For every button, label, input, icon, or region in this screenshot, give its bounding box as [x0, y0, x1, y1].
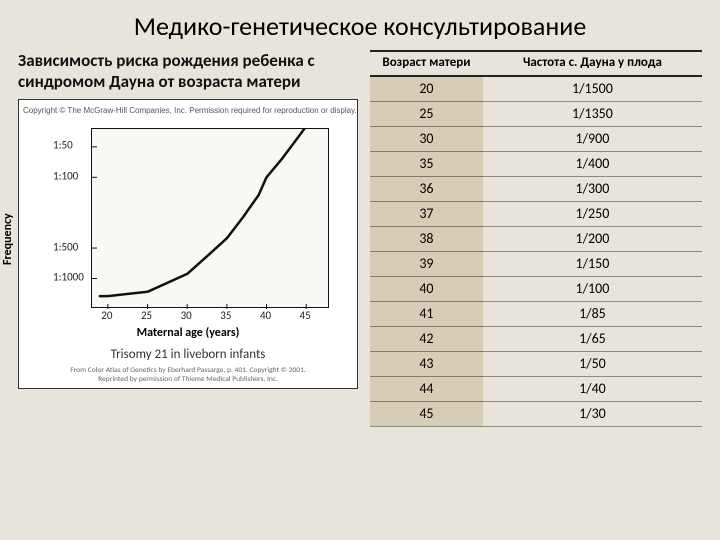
x-axis-label: Maternal age (years) — [19, 326, 357, 340]
table-row: 361/300 — [370, 176, 702, 201]
x-tick-label: 40 — [260, 309, 271, 322]
slide: Медико-генетическое консультирование Зав… — [0, 0, 720, 540]
frequency-table: Возраст матери Частота с. Дауна у плода … — [370, 50, 702, 427]
table-row: 401/100 — [370, 276, 702, 301]
cell-freq: 1/200 — [483, 226, 702, 251]
x-tick-label: 20 — [101, 309, 112, 322]
y-tick-label: 1:100 — [53, 169, 78, 182]
table-row: 371/250 — [370, 201, 702, 226]
table-row: 381/200 — [370, 226, 702, 251]
x-tick-label: 25 — [141, 309, 152, 322]
y-axis-label: Frequency — [1, 213, 15, 265]
cell-freq: 1/400 — [483, 151, 702, 176]
table-row: 421/65 — [370, 326, 702, 351]
cell-freq: 1/85 — [483, 301, 702, 326]
y-tick-label: 1:1000 — [53, 271, 84, 284]
cell-freq: 1/50 — [483, 351, 702, 376]
table-body: 201/1500251/1350301/900351/400361/300371… — [370, 76, 702, 427]
table-header-freq: Частота с. Дауна у плода — [483, 51, 702, 76]
line-chart-svg — [92, 129, 330, 309]
table-header-age: Возраст матери — [370, 51, 483, 76]
cell-age: 41 — [370, 301, 483, 326]
table-row: 451/30 — [370, 401, 702, 426]
source-line-1: From Color Atlas of Genetics by Eberhard… — [70, 366, 306, 375]
cell-freq: 1/30 — [483, 401, 702, 426]
cell-age: 39 — [370, 251, 483, 276]
cell-age: 20 — [370, 76, 483, 102]
cell-age: 40 — [370, 276, 483, 301]
right-column: Возраст матери Частота с. Дауна у плода … — [370, 50, 702, 427]
chart-source: From Color Atlas of Genetics by Eberhard… — [19, 366, 357, 384]
cell-age: 44 — [370, 376, 483, 401]
table-row: 301/900 — [370, 126, 702, 151]
cell-age: 35 — [370, 151, 483, 176]
left-column: Зависимость риска рождения ребенка с син… — [18, 50, 358, 427]
chart-copyright: Copyright © The McGraw-Hill Companies, I… — [23, 106, 357, 115]
cell-age: 38 — [370, 226, 483, 251]
cell-age: 42 — [370, 326, 483, 351]
cell-age: 43 — [370, 351, 483, 376]
cell-freq: 1/100 — [483, 276, 702, 301]
x-tick-label: 30 — [181, 309, 192, 322]
y-tick-label: 1:500 — [53, 240, 78, 253]
y-tick-label: 1:50 — [53, 139, 73, 152]
table-row: 251/1350 — [370, 101, 702, 126]
cell-age: 37 — [370, 201, 483, 226]
x-tick-label: 45 — [300, 309, 311, 322]
x-tick-label: 35 — [220, 309, 231, 322]
cell-freq: 1/1350 — [483, 101, 702, 126]
table-row: 391/150 — [370, 251, 702, 276]
chart-caption: Trisomy 21 in liveborn infants — [19, 347, 357, 362]
cell-freq: 1/40 — [483, 376, 702, 401]
content-row: Зависимость риска рождения ребенка с син… — [18, 50, 702, 427]
table-row: 411/85 — [370, 301, 702, 326]
cell-freq: 1/150 — [483, 251, 702, 276]
cell-freq: 1/900 — [483, 126, 702, 151]
cell-age: 25 — [370, 101, 483, 126]
cell-freq: 1/250 — [483, 201, 702, 226]
table-row: 201/1500 — [370, 76, 702, 102]
risk-curve — [100, 129, 314, 296]
cell-age: 45 — [370, 401, 483, 426]
source-line-2: Reprinted by permission of Thieme Medica… — [98, 375, 278, 384]
page-title: Медико-генетическое консультирование — [18, 10, 702, 42]
table-row: 441/40 — [370, 376, 702, 401]
subtitle: Зависимость риска рождения ребенка с син… — [18, 50, 358, 93]
chart-container: Copyright © The McGraw-Hill Companies, I… — [18, 99, 358, 389]
cell-age: 36 — [370, 176, 483, 201]
cell-freq: 1/65 — [483, 326, 702, 351]
cell-freq: 1/300 — [483, 176, 702, 201]
cell-freq: 1/1500 — [483, 76, 702, 102]
cell-age: 30 — [370, 126, 483, 151]
table-row: 431/50 — [370, 351, 702, 376]
plot-area — [91, 128, 329, 308]
table-row: 351/400 — [370, 151, 702, 176]
